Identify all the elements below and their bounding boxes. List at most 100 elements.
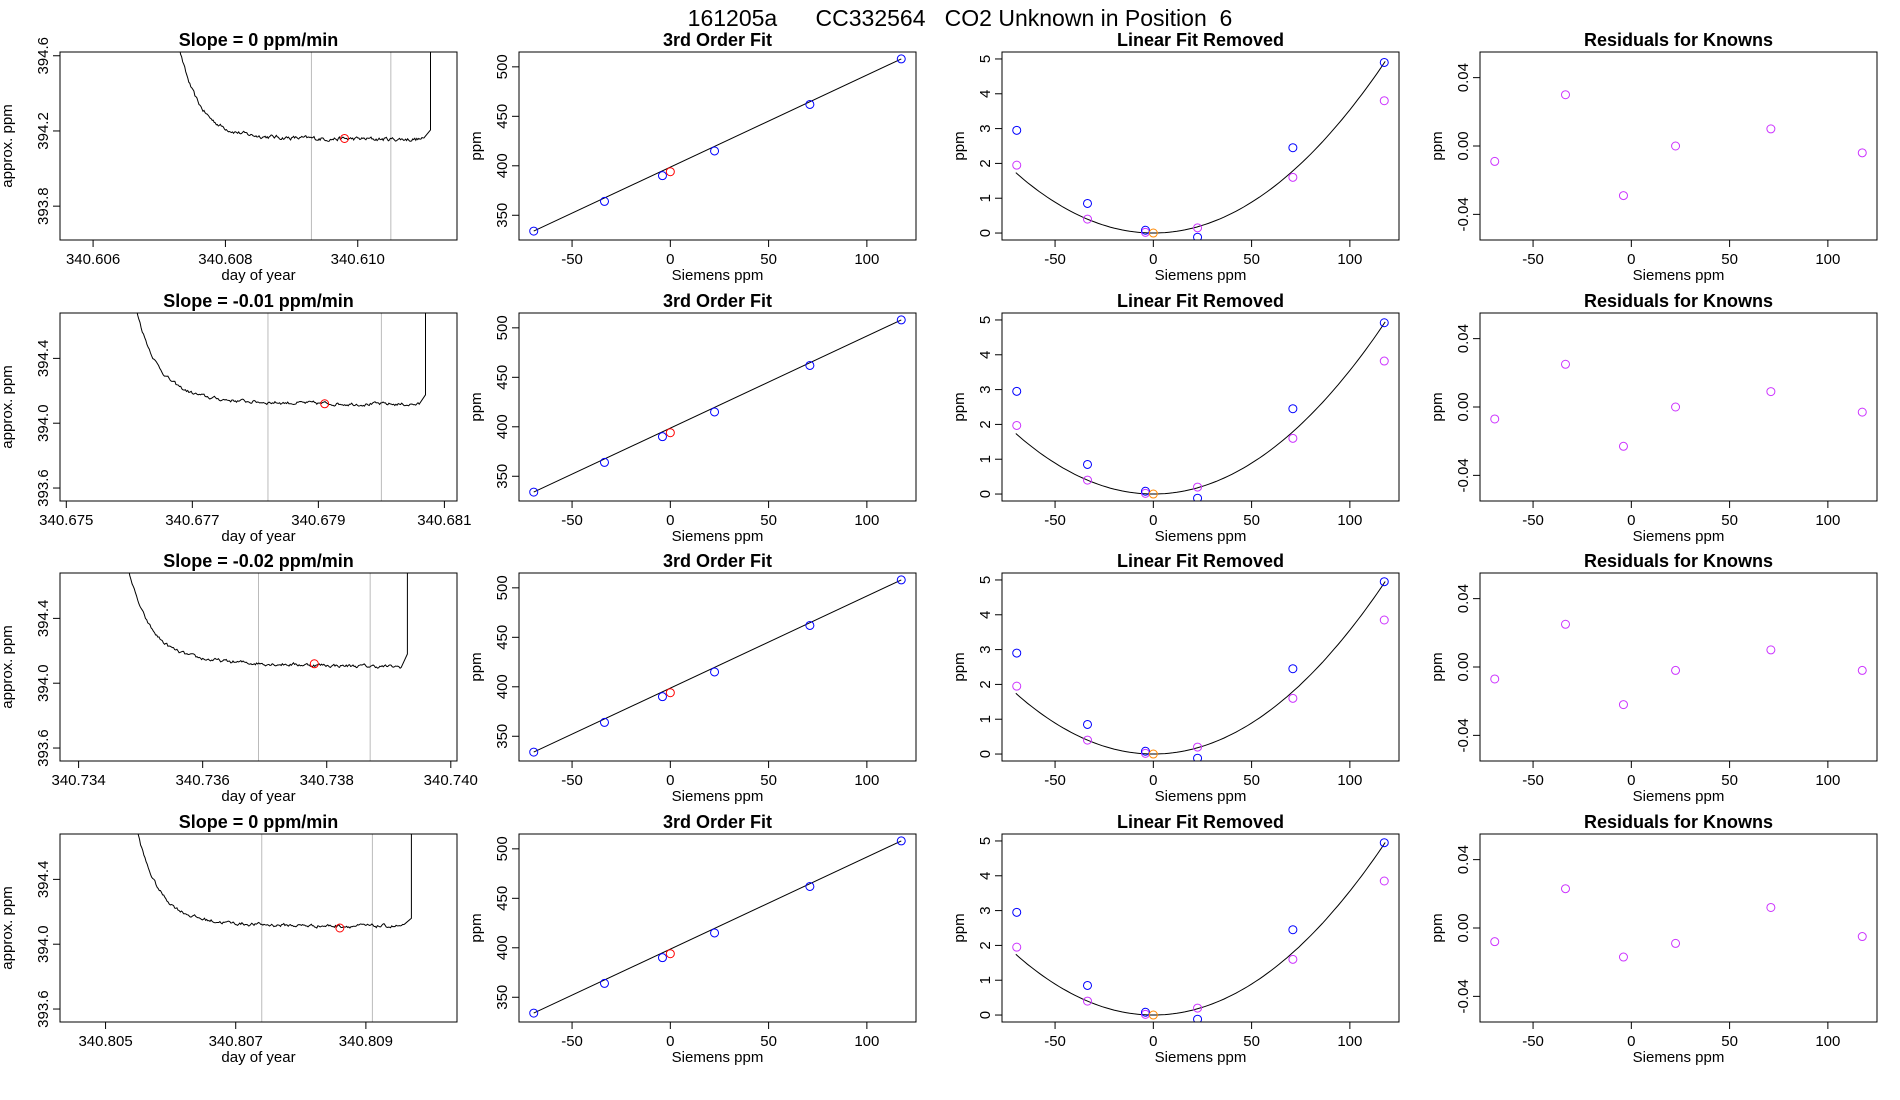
x-tick-label: 50 [1721,1033,1738,1050]
panel-resid-row-4: Residuals for Knowns -50 0 50 100 -0.04 0.00 0.… [1429,812,1878,1066]
concentration-trace [137,834,412,929]
x-tick-label: -50 [1044,1033,1066,1050]
y-axis-label: ppm [468,652,485,681]
panel-time-row-2: Slope = -0.01 ppm/min 340.675 340.677 340.6… [0,291,472,545]
x-tick-label: 50 [1243,772,1260,789]
y-tick-label: 394.0 [35,664,52,702]
y-tick-label: 400 [494,935,511,960]
y-tick-label: 1 [977,194,994,202]
plot-frame [1001,572,1400,762]
known-point [657,953,667,963]
secondary-point [1379,356,1389,366]
quadratic-curve [1015,581,1386,755]
plot-frame [59,312,458,502]
sample-mean-marker [320,399,330,409]
known-point [710,407,720,417]
residual-point [1618,700,1628,710]
secondary-point [1379,96,1389,106]
panel-fit-row-1: 3rd Order Fit -50 0 50 100 350 400 450 500 Siemen… [468,30,917,284]
panel-time-row-3: Slope = -0.02 ppm/min 340.734 340.736 340.7… [0,551,478,805]
y-tick-label: 393.6 [35,729,52,767]
panel-grid: Slope = 0 ppm/min 340.606 340.608 340.610 39… [0,30,1878,1066]
known-point [1379,838,1389,848]
x-tick-label: -50 [1522,251,1544,268]
residual-point [1857,407,1867,417]
residual-point [1560,619,1570,629]
plot-frame [518,572,917,762]
unknown-point [665,949,675,959]
secondary-point [1082,214,1092,224]
plot-frame [59,572,458,762]
y-tick-label: 350 [494,724,511,749]
known-point [805,620,815,630]
y-tick-label: 393.8 [35,187,52,225]
x-tick-label: 340.679 [291,512,345,529]
panel-title: 3rd Order Fit [663,30,772,50]
y-tick-label: 500 [494,54,511,79]
x-tick-label: 0 [666,1033,674,1050]
concentration-trace [179,52,431,142]
y-tick-label: 394.0 [35,404,52,442]
panel-title: Linear Fit Removed [1117,812,1284,832]
panel-time-row-4: Slope = 0 ppm/min 340.805 340.807 340.809 39… [0,812,458,1066]
x-tick-label: 50 [760,772,777,789]
y-tick-label: -0.04 [1455,718,1472,752]
unknown-point [665,688,675,698]
x-tick-label: 50 [760,1033,777,1050]
y-tick-label: 394.2 [35,112,52,150]
residual-point [1671,141,1681,151]
y-tick-label: 4 [977,611,994,619]
panel-title: 3rd Order Fit [663,812,772,832]
x-tick-label: 340.740 [424,772,478,789]
x-tick-label: 50 [1721,772,1738,789]
x-axis-label: day of year [221,267,295,284]
y-axis-label: ppm [1429,652,1446,681]
y-axis-label: ppm [468,131,485,160]
y-tick-label: 450 [494,104,511,129]
x-tick-label: 340.809 [339,1033,393,1050]
known-point [1288,664,1298,674]
y-tick-label: 0.04 [1455,324,1472,353]
y-tick-label: 500 [494,575,511,600]
y-axis-label: ppm [1429,131,1446,160]
y-tick-label: 1 [977,715,994,723]
x-tick-label: 340.610 [331,251,385,268]
fit-line [533,579,902,753]
x-tick-label: 0 [666,512,674,529]
x-tick-label: 100 [1815,251,1840,268]
x-tick-label: 340.734 [51,772,105,789]
y-tick-label: 394.4 [35,340,52,378]
known-point [1082,980,1092,990]
x-tick-label: 340.805 [78,1033,132,1050]
known-point [896,315,906,325]
plot-frame [1001,312,1400,502]
x-axis-label: Siemens ppm [1155,788,1247,805]
secondary-point [1193,223,1203,233]
x-axis-label: Siemens ppm [672,528,764,545]
panel-linfit-row-2: Linear Fit Removed -50 0 50 100 0 1 2 3 4 5 Siemens… [951,291,1400,545]
panel-resid-row-1: Residuals for Knowns -50 0 50 100 -0.04 0.00 0.… [1429,30,1878,284]
panel-title: Slope = 0 ppm/min [179,812,339,832]
y-tick-label: 3 [977,124,994,132]
y-axis-label: ppm [951,392,968,421]
secondary-point [1379,615,1389,625]
residual-point [1857,665,1867,675]
secondary-point [1082,735,1092,745]
x-tick-label: 50 [760,512,777,529]
plot-area [1012,57,1389,240]
known-point [599,457,609,467]
quadratic-curve [1015,321,1386,495]
plot-area [529,54,906,236]
known-point [1193,493,1203,501]
y-tick-label: 500 [494,836,511,861]
plot-frame [1479,51,1878,241]
known-point [1193,753,1203,761]
y-tick-label: 4 [977,351,994,359]
known-point [1193,232,1203,240]
residual-point [1671,938,1681,948]
y-tick-label: 0 [977,490,994,498]
secondary-point [1193,482,1203,492]
x-tick-label: -50 [1522,512,1544,529]
known-point [529,487,539,497]
